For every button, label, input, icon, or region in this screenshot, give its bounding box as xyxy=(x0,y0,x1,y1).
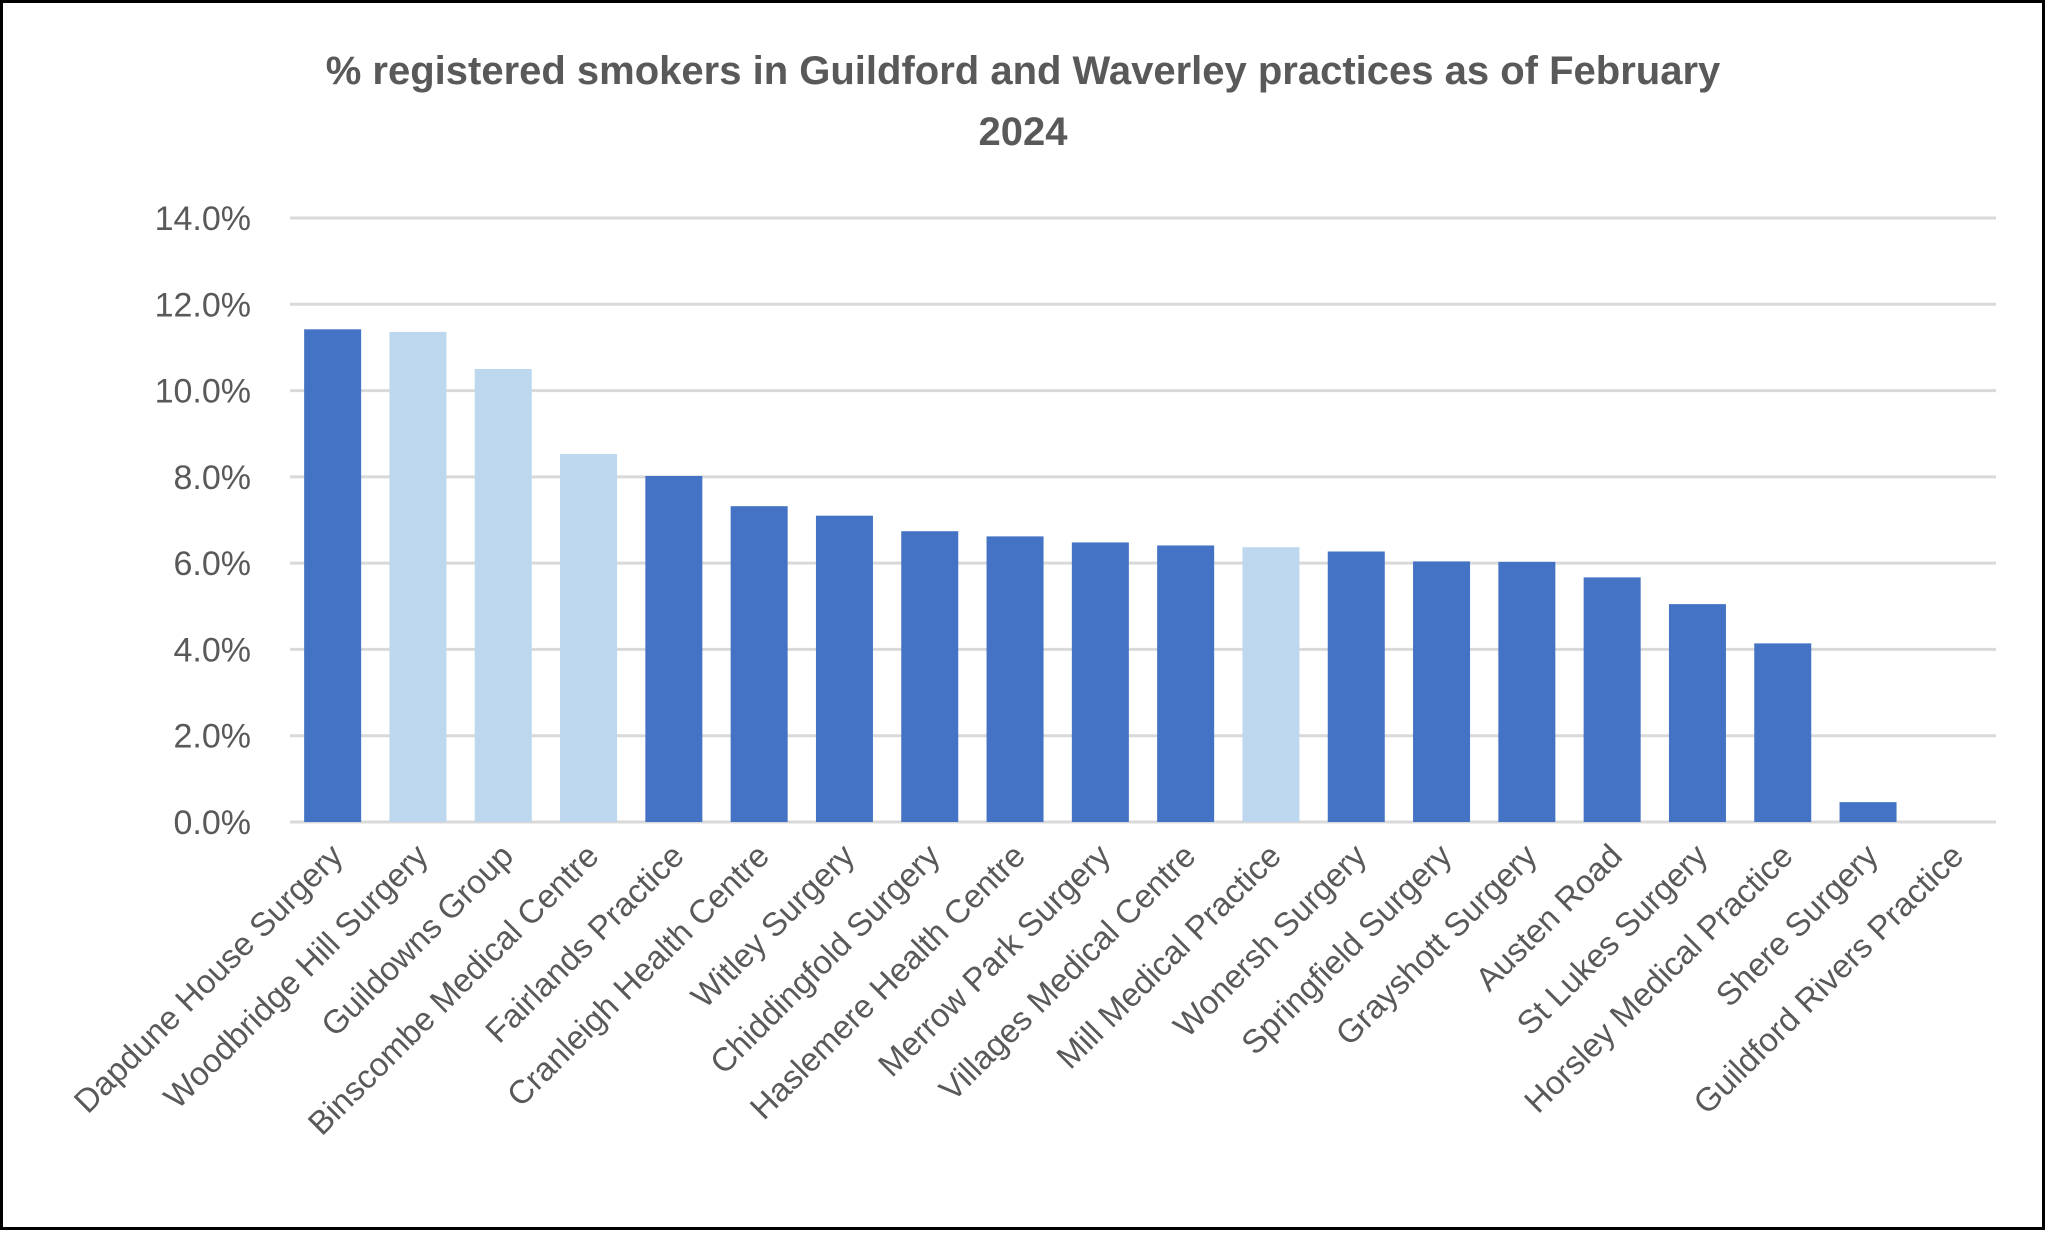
bar xyxy=(1157,545,1215,822)
bar-chart-plot: 0.0%2.0%4.0%6.0%8.0%10.0%12.0%14.0%Dapdu… xyxy=(67,200,1996,1142)
y-axis-tick-label: 10.0% xyxy=(155,373,251,411)
bar xyxy=(1583,577,1641,822)
bar xyxy=(1413,561,1471,822)
y-axis-tick-label: 8.0% xyxy=(174,459,252,497)
bar xyxy=(1242,547,1300,822)
bar xyxy=(1839,802,1897,822)
y-axis-tick-label: 4.0% xyxy=(174,631,252,669)
chart-title-line-2: 2024 xyxy=(978,110,1068,154)
chart-title: % registered smokers in Guildford and Wa… xyxy=(203,41,1843,163)
bar xyxy=(645,475,703,822)
y-axis-tick-label: 0.0% xyxy=(174,804,252,842)
bar xyxy=(1754,643,1812,822)
bar xyxy=(1071,542,1129,822)
bar xyxy=(730,506,788,822)
bar xyxy=(901,531,959,822)
bar xyxy=(1327,551,1385,822)
bar xyxy=(815,515,873,822)
y-axis-tick-label: 14.0% xyxy=(155,200,251,238)
chart-title-line-1: % registered smokers in Guildford and Wa… xyxy=(325,49,1721,93)
y-axis-tick-label: 6.0% xyxy=(174,545,252,583)
bar xyxy=(986,536,1044,822)
bar xyxy=(1498,561,1556,822)
bar xyxy=(474,369,532,822)
y-axis-tick-label: 2.0% xyxy=(174,718,252,756)
bar xyxy=(560,453,618,822)
y-axis-tick-label: 12.0% xyxy=(155,286,251,324)
bar xyxy=(1668,604,1726,822)
bar xyxy=(389,331,447,822)
bar xyxy=(304,329,362,822)
